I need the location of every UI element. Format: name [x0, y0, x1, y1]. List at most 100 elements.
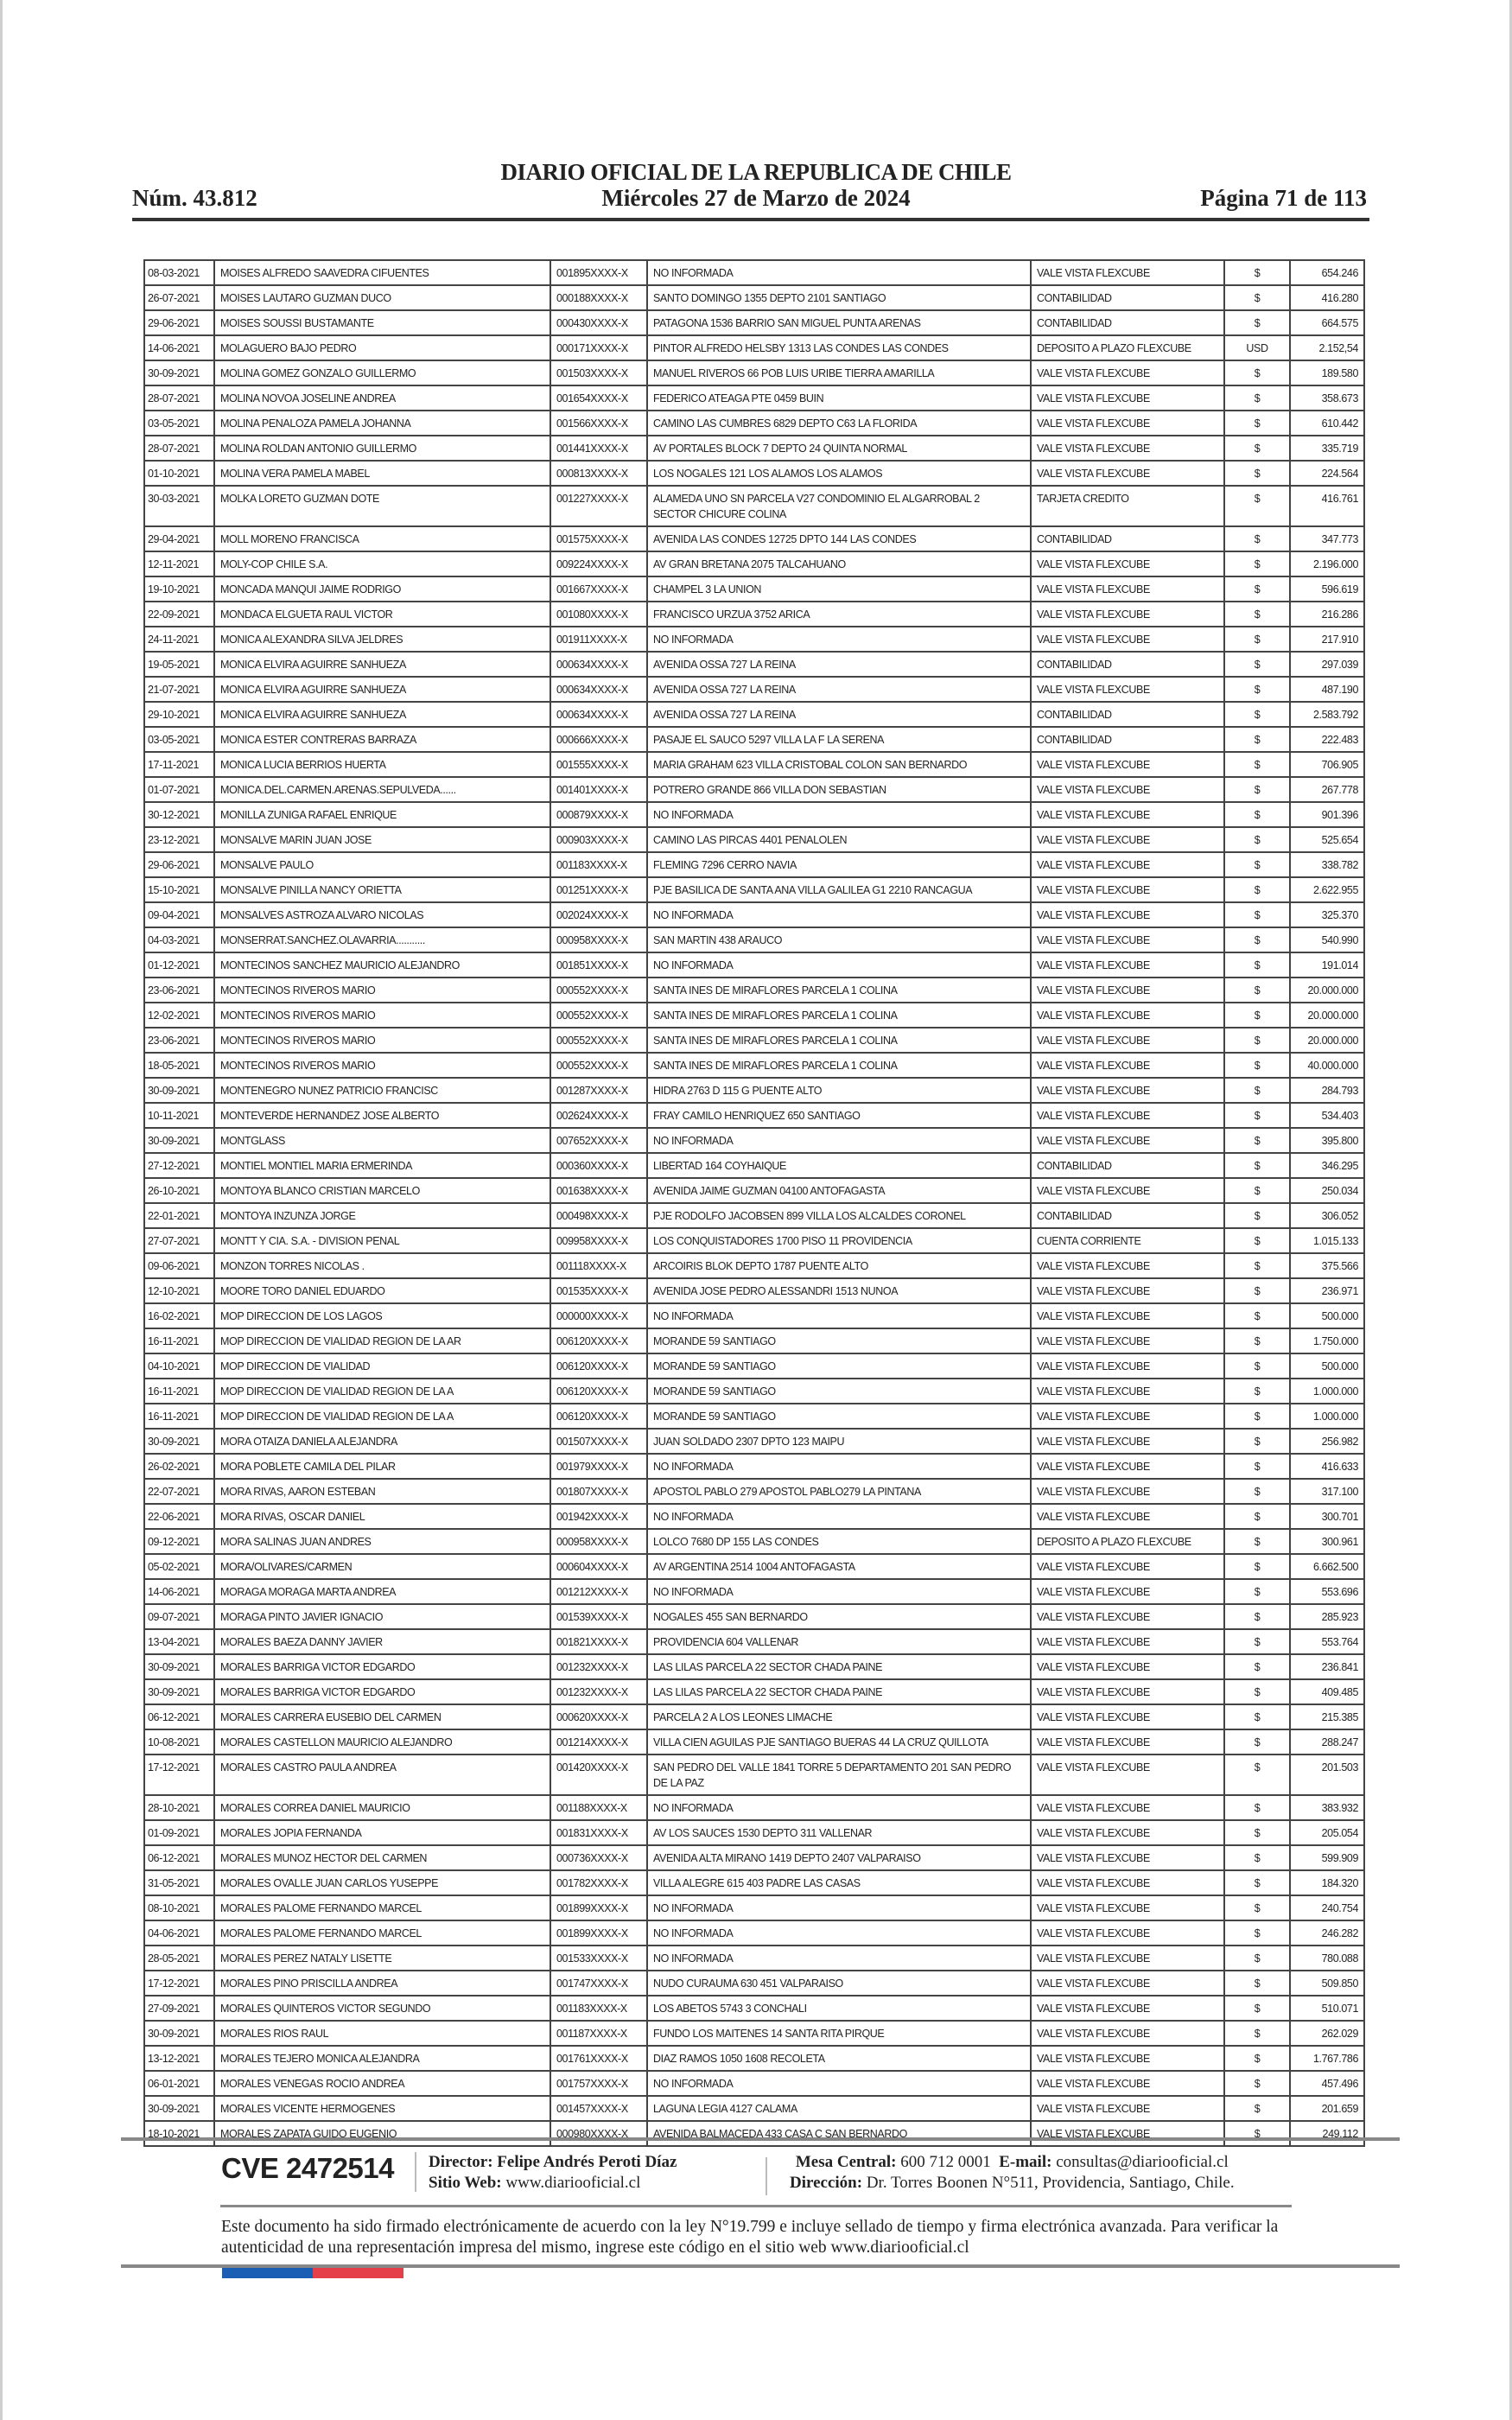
currency-cell: $	[1223, 1302, 1291, 1329]
address-label: Dirección:	[790, 2174, 863, 2192]
currency-cell: $	[1223, 1653, 1291, 1680]
name-cell: MORALES VICENTE HERMOGENES	[213, 2095, 551, 2122]
table-row: 28-07-2021 MOLINA ROLDAN ANTONIO GUILLERM…	[143, 435, 1365, 462]
table-row: 23-06-2021 MONTECINOS RIVEROS MARIO 000552…	[143, 1027, 1365, 1054]
amount-cell: 416.280	[1289, 284, 1365, 311]
currency-cell: $	[1223, 977, 1291, 1003]
name-cell: MONTECINOS RIVEROS MARIO	[213, 1027, 551, 1054]
table-row: 15-10-2021 MONSALVE PINILLA NANCY ORIETTA…	[143, 876, 1365, 903]
name-cell: MOORE TORO DANIEL EDUARDO	[213, 1277, 551, 1304]
table-row: 19-05-2021 MONICA ELVIRA AGUIRRE SANHUEZA…	[143, 651, 1365, 678]
rut-cell: 001232XXXX-X	[550, 1653, 648, 1680]
date-cell: 19-05-2021	[143, 651, 215, 678]
amount-cell: 1.015.133	[1289, 1227, 1365, 1254]
rut-cell: 000813XXXX-X	[550, 460, 648, 487]
currency-cell: $	[1223, 1052, 1291, 1079]
name-cell: MONICA ELVIRA AGUIRRE SANHUEZA	[213, 701, 551, 728]
product-cell: VALE VISTA FLEXCUBE	[1030, 2095, 1225, 2122]
address-cell: VILLA CIEN AGUILAS PJE SANTIAGO BUERAS 4…	[646, 1729, 1032, 1755]
address-cell: MORANDE 59 SANTIAGO	[646, 1378, 1032, 1404]
currency-cell: $	[1223, 2095, 1291, 2122]
rut-cell: 001747XXXX-X	[550, 1970, 648, 1996]
name-cell: MORALES PALOME FERNANDO MARCEL	[213, 1895, 551, 1921]
product-cell: VALE VISTA FLEXCUBE	[1030, 1277, 1225, 1304]
date-cell: 12-11-2021	[143, 551, 215, 577]
date-cell: 22-09-2021	[143, 601, 215, 627]
product-cell: VALE VISTA FLEXCUBE	[1030, 1252, 1225, 1279]
amount-cell: 217.910	[1289, 626, 1365, 653]
amount-cell: 347.773	[1289, 525, 1365, 552]
amount-cell: 215.385	[1289, 1704, 1365, 1730]
rut-cell: 001821XXXX-X	[550, 1628, 648, 1655]
currency-cell: $	[1223, 525, 1291, 552]
amount-cell: 509.850	[1289, 1970, 1365, 1996]
product-cell: VALE VISTA FLEXCUBE	[1030, 1920, 1225, 1946]
product-cell: VALE VISTA FLEXCUBE	[1030, 1553, 1225, 1580]
currency-cell: $	[1223, 284, 1291, 311]
name-cell: MOP DIRECCION DE VIALIDAD	[213, 1353, 551, 1379]
product-cell: VALE VISTA FLEXCUBE	[1030, 1077, 1225, 1104]
date-cell: 04-03-2021	[143, 927, 215, 953]
currency-cell: $	[1223, 1704, 1291, 1730]
name-cell: MOLL MORENO FRANCISCA	[213, 525, 551, 552]
address-cell: NO INFORMADA	[646, 1578, 1032, 1605]
address-cell: AVENIDA ALTA MIRANO 1419 DEPTO 2407 VALP…	[646, 1844, 1032, 1871]
name-cell: MONTECINOS RIVEROS MARIO	[213, 977, 551, 1003]
product-cell: CONTABILIDAD	[1030, 284, 1225, 311]
product-cell: VALE VISTA FLEXCUBE	[1030, 460, 1225, 487]
date-cell: 15-10-2021	[143, 876, 215, 903]
table-row: 12-02-2021 MONTECINOS RIVEROS MARIO 000552…	[143, 1002, 1365, 1028]
date-cell: 01-09-2021	[143, 1819, 215, 1846]
amount-cell: 201.659	[1289, 2095, 1365, 2122]
amount-cell: 596.619	[1289, 576, 1365, 602]
name-cell: MOP DIRECCION DE VIALIDAD REGION DE LA A…	[213, 1328, 551, 1354]
name-cell: MORALES BARRIGA VICTOR EDGARDO	[213, 1653, 551, 1680]
table-row: 06-12-2021 MORALES MUNOZ HECTOR DEL CARME…	[143, 1844, 1365, 1871]
name-cell: MONSALVE MARIN JUAN JOSE	[213, 826, 551, 853]
product-cell: CONTABILIDAD	[1030, 651, 1225, 678]
rut-cell: 001555XXXX-X	[550, 751, 648, 778]
table-row: 17-12-2021 MORALES CASTRO PAULA ANDREA 001…	[143, 1754, 1365, 1796]
table-row: 31-05-2021 MORALES OVALLE JUAN CARLOS YUS…	[143, 1869, 1365, 1896]
currency-cell: $	[1223, 1478, 1291, 1505]
issue-number: Núm. 43.812	[132, 185, 257, 211]
table-row: 30-03-2021 MOLKA LORETO GUZMAN DOTE 001227…	[143, 485, 1365, 527]
date-cell: 16-11-2021	[143, 1378, 215, 1404]
date-cell: 09-04-2021	[143, 901, 215, 928]
product-cell: VALE VISTA FLEXCUBE	[1030, 1603, 1225, 1630]
product-cell: VALE VISTA FLEXCUBE	[1030, 1127, 1225, 1154]
name-cell: MORALES PEREZ NATALY LISETTE	[213, 1945, 551, 1971]
amount-cell: 256.982	[1289, 1428, 1365, 1455]
email-link[interactable]: consultas@diariooficial.cl	[1056, 2153, 1229, 2171]
product-cell: VALE VISTA FLEXCUBE	[1030, 1653, 1225, 1680]
website-link[interactable]: www.diariooficial.cl	[505, 2174, 641, 2192]
amount-cell: 224.564	[1289, 460, 1365, 487]
amount-cell: 184.320	[1289, 1869, 1365, 1896]
amount-cell: 2.196.000	[1289, 551, 1365, 577]
address-cell: PINTOR ALFREDO HELSBY 1313 LAS CONDES LA…	[646, 334, 1032, 361]
date-cell: 31-05-2021	[143, 1869, 215, 1896]
rut-cell: 001232XXXX-X	[550, 1678, 648, 1705]
amount-cell: 300.961	[1289, 1528, 1365, 1555]
table-row: 05-02-2021 MORA/OLIVARES/CARMEN 000604XXXX…	[143, 1553, 1365, 1580]
date-cell: 05-02-2021	[143, 1553, 215, 1580]
date-cell: 30-09-2021	[143, 1678, 215, 1705]
director-name: Felipe Andrés Peroti Díaz	[497, 2153, 677, 2171]
address-cell: LAGUNA LEGIA 4127 CALAMA	[646, 2095, 1032, 2122]
rut-cell: 001507XXXX-X	[550, 1428, 648, 1455]
name-cell: MOP DIRECCION DE VIALIDAD REGION DE LA A	[213, 1378, 551, 1404]
amount-cell: 510.071	[1289, 1995, 1365, 2022]
table-row: 23-06-2021 MONTECINOS RIVEROS MARIO 000552…	[143, 977, 1365, 1003]
date-cell: 10-11-2021	[143, 1102, 215, 1129]
address-cell: LOS NOGALES 121 LOS ALAMOS LOS ALAMOS	[646, 460, 1032, 487]
name-cell: MONSALVE PINILLA NANCY ORIETTA	[213, 876, 551, 903]
currency-cell: $	[1223, 1453, 1291, 1480]
table-row: 13-12-2021 MORALES TEJERO MONICA ALEJANDR…	[143, 2045, 1365, 2072]
page-edge-left	[0, 0, 3, 2420]
currency-cell: $	[1223, 1819, 1291, 1846]
currency-cell: $	[1223, 801, 1291, 828]
amount-cell: 395.800	[1289, 1127, 1365, 1154]
rut-cell: 001911XXXX-X	[550, 626, 648, 653]
publication-date: Miércoles 27 de Marzo de 2024	[601, 185, 911, 211]
table-row: 03-05-2021 MONICA ESTER CONTRERAS BARRAZA…	[143, 726, 1365, 753]
